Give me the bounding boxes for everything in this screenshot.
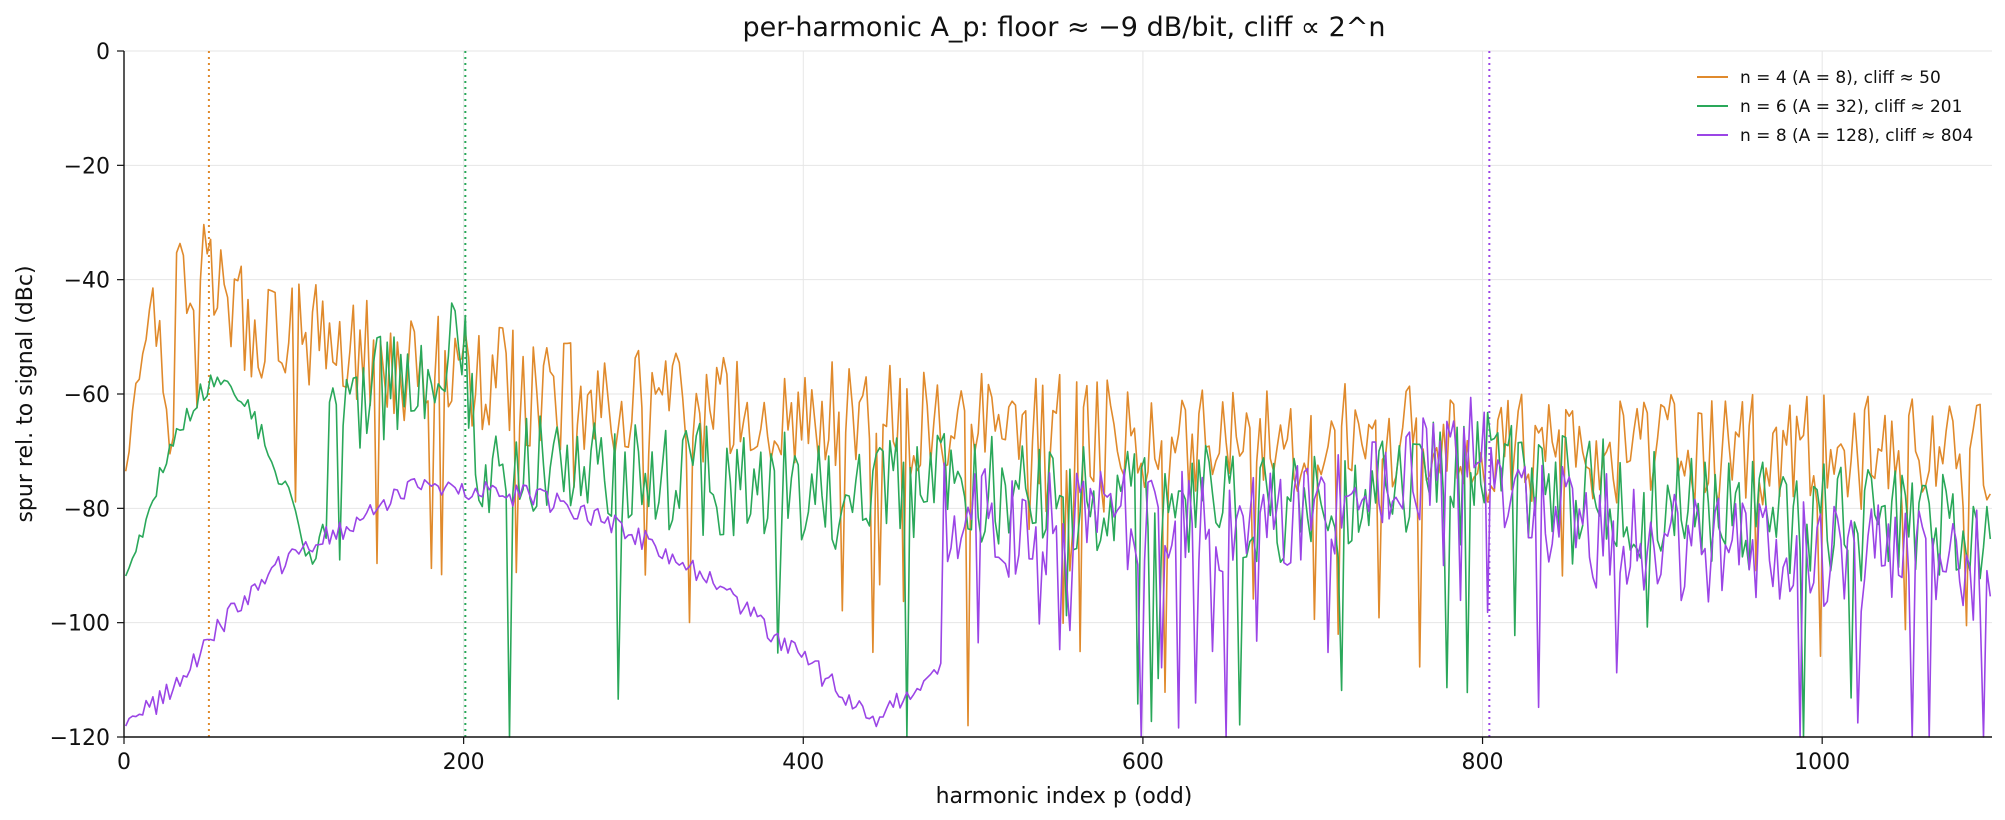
x-tick-label: 800 — [1462, 750, 1504, 775]
legend-entry: n = 4 (A = 8), cliff ≈ 50 — [1740, 68, 1941, 88]
series-line — [124, 223, 1991, 727]
x-tick-label: 1000 — [1794, 750, 1850, 775]
x-tick-label: 400 — [782, 750, 824, 775]
y-tick-label: 0 — [96, 40, 110, 65]
axes — [117, 50, 1992, 744]
y-tick-label: −20 — [64, 154, 110, 179]
legend-entry: n = 8 (A = 128), cliff ≈ 804 — [1740, 126, 1973, 146]
y-tick-label: −120 — [50, 726, 110, 751]
y-tick-label: −40 — [64, 269, 110, 294]
series-line — [124, 396, 1992, 738]
y-axis-label: spur rel. to signal (dBc) — [13, 265, 38, 522]
legend-entry: n = 6 (A = 32), cliff ≈ 201 — [1740, 97, 1962, 117]
y-tick-label: −100 — [50, 612, 110, 637]
cliff-markers — [207, 51, 1491, 737]
chart-title: per-harmonic A_p: floor ≈ −9 dB/bit, cli… — [742, 12, 1385, 43]
tick-labels: 0 200 400 600 800 1000 0 −20 −40 −60 −80 −100 −120 — [50, 40, 1851, 775]
y-tick-label: −60 — [64, 383, 110, 408]
x-tick-label: 200 — [443, 750, 485, 775]
x-axis-label: harmonic index p (odd) — [936, 784, 1193, 809]
series-line — [124, 302, 1992, 738]
x-tick-label: 0 — [117, 750, 131, 775]
series-layer — [124, 223, 1992, 738]
x-tick-label: 600 — [1122, 750, 1164, 775]
legend: n = 4 (A = 8), cliff ≈ 50 n = 6 (A = 32),… — [1697, 68, 1973, 146]
y-tick-label: −80 — [64, 497, 110, 522]
